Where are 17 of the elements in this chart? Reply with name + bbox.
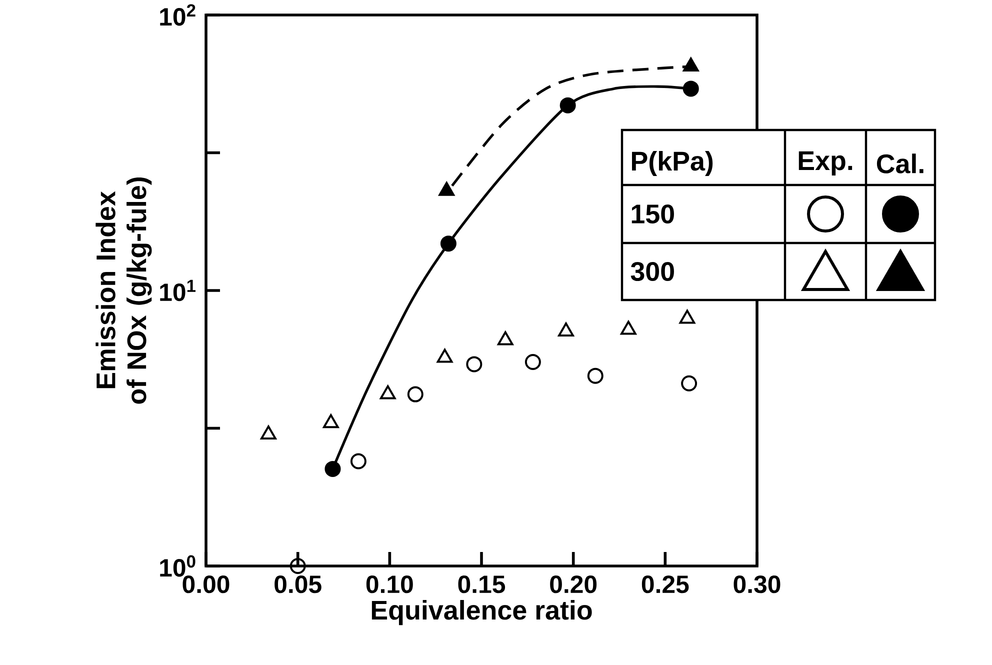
x-tick-label: 0.30 bbox=[734, 576, 780, 594]
x-tick-label: 0.00 bbox=[182, 576, 230, 594]
annotation: 150 bbox=[632, 204, 674, 224]
y-tick-label: 10$^{2}$ bbox=[160, 4, 196, 26]
text: Cal. bbox=[876, 154, 924, 174]
y-axis-title: Emission Index of NOx (g/kg-fule) bbox=[96, 178, 152, 404]
x-tick-label: 0.25 bbox=[642, 576, 689, 594]
x-tick-label: 0.05 bbox=[274, 576, 322, 594]
x-tick-label: 0.20 bbox=[550, 576, 597, 594]
y-tick-label: 10$^{1}$ bbox=[160, 280, 196, 302]
text: Exp. bbox=[798, 151, 852, 176]
annotation: 300 bbox=[630, 262, 674, 282]
x-tick-label: 0.10 bbox=[366, 576, 413, 594]
y-tick-label: 10$^{0}$ bbox=[160, 555, 196, 577]
legend-title: P(kPa) bbox=[632, 150, 713, 176]
x-tick-label: 0.15 bbox=[458, 576, 506, 594]
x-axis-title: Equivalence ratio bbox=[372, 600, 592, 626]
